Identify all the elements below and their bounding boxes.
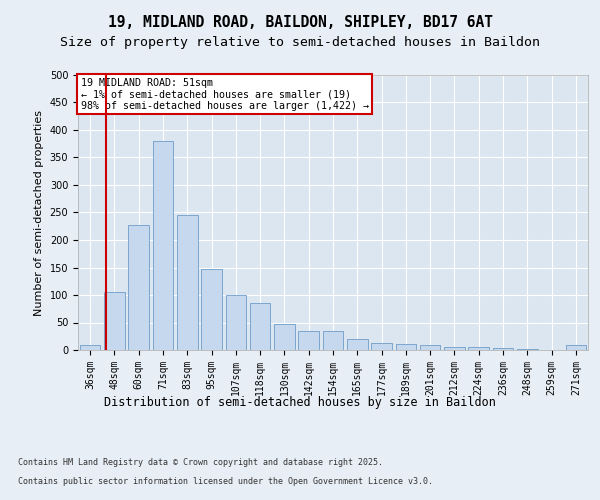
Y-axis label: Number of semi-detached properties: Number of semi-detached properties	[34, 110, 44, 316]
Text: 19, MIDLAND ROAD, BAILDON, SHIPLEY, BD17 6AT: 19, MIDLAND ROAD, BAILDON, SHIPLEY, BD17…	[107, 15, 493, 30]
Bar	[420, 344, 440, 350]
Bar	[104, 292, 125, 350]
Bar	[493, 348, 514, 350]
Text: 19 MIDLAND ROAD: 51sqm
← 1% of semi-detached houses are smaller (19)
98% of semi: 19 MIDLAND ROAD: 51sqm ← 1% of semi-deta…	[80, 78, 368, 111]
Bar	[371, 344, 392, 350]
Bar	[274, 324, 295, 350]
Text: Contains public sector information licensed under the Open Government Licence v3: Contains public sector information licen…	[18, 476, 433, 486]
Bar	[444, 347, 465, 350]
Bar	[226, 295, 246, 350]
Bar	[152, 141, 173, 350]
Text: Size of property relative to semi-detached houses in Baildon: Size of property relative to semi-detach…	[60, 36, 540, 49]
Bar	[323, 331, 343, 350]
Bar	[80, 344, 100, 350]
Bar	[177, 215, 197, 350]
Bar	[347, 339, 368, 350]
Bar	[201, 268, 222, 350]
Bar	[395, 344, 416, 350]
Bar	[128, 224, 149, 350]
Bar	[566, 345, 586, 350]
Bar	[250, 303, 271, 350]
Text: Contains HM Land Registry data © Crown copyright and database right 2025.: Contains HM Land Registry data © Crown c…	[18, 458, 383, 467]
Bar	[469, 347, 489, 350]
Bar	[298, 331, 319, 350]
Text: Distribution of semi-detached houses by size in Baildon: Distribution of semi-detached houses by …	[104, 396, 496, 409]
